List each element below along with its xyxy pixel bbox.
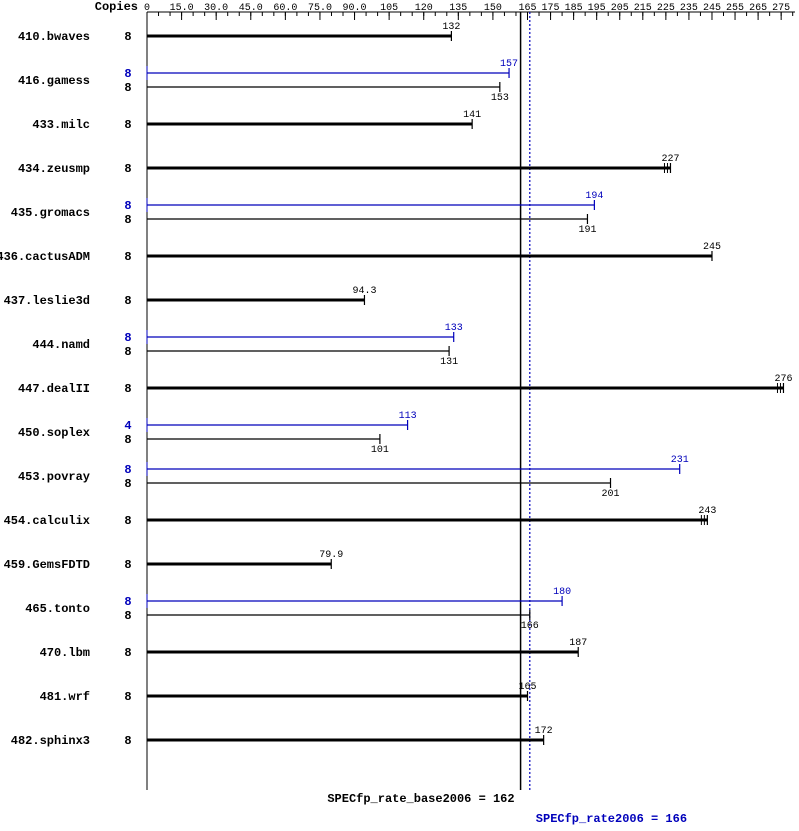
copies-value: 8 [124,382,131,396]
copies-value: 8 [124,331,131,345]
x-tick-label: 235 [680,3,698,14]
benchmark-label: 433.milc [32,118,90,132]
copies-value: 8 [124,514,131,528]
benchmark-label: 459.GemsFDTD [4,558,90,572]
x-tick-label: 215 [634,3,652,14]
benchmark-label: 482.sphinx3 [11,734,90,748]
benchmark-label: 437.leslie3d [4,294,90,308]
x-tick-label: 150 [484,3,502,14]
x-tick-label: 195 [588,3,606,14]
copies-value: 8 [124,734,131,748]
benchmark-label: 436.cactusADM [0,250,90,264]
benchmark-label: 465.tonto [25,602,90,616]
bar-value-label: 166 [521,621,539,632]
x-tick-label: 245 [703,3,721,14]
benchmark-label: 450.soplex [18,426,90,440]
copies-value: 8 [124,646,131,660]
benchmark-label: 416.gamess [18,74,90,88]
copies-value: 8 [124,250,131,264]
x-tick-label: 30.0 [204,3,228,14]
copies-value: 8 [124,433,131,447]
copies-value: 8 [124,199,131,213]
bar-value-label: 153 [491,93,509,104]
copies-value: 8 [124,162,131,176]
x-tick-label: 75.0 [308,3,332,14]
copies-value: 8 [124,345,131,359]
benchmark-label: 434.zeusmp [18,162,90,176]
x-tick-label: 175 [542,3,560,14]
x-tick-label: 45.0 [239,3,263,14]
bar-value-label: 227 [661,154,679,165]
x-tick-label: 15.0 [170,3,194,14]
bar-value-label: 191 [578,225,596,236]
benchmark-label: 444.namd [32,338,90,352]
bar-value-label: 133 [445,323,463,334]
x-tick-label: 120 [415,3,433,14]
copies-value: 8 [124,294,131,308]
benchmark-label: 453.povray [18,470,90,484]
x-tick-label: 90.0 [343,3,367,14]
benchmark-label: 470.lbm [40,646,90,660]
x-tick-label: 265 [749,3,767,14]
bar-value-label: 131 [440,357,458,368]
bar-value-label: 180 [553,587,571,598]
bar-value-label: 187 [569,638,587,649]
x-tick-label: 205 [611,3,629,14]
copies-value: 8 [124,30,131,44]
x-tick-label: 255 [726,3,744,14]
copies-value: 8 [124,595,131,609]
x-tick-label: 135 [449,3,467,14]
bar-value-label: 245 [703,242,721,253]
benchmark-label: 447.dealII [18,382,90,396]
bar-value-label: 132 [442,22,460,33]
reference-label: SPECfp_rate2006 = 166 [536,812,687,826]
x-tick-label: 225 [657,3,675,14]
copies-value: 8 [124,690,131,704]
bar-value-label: 113 [399,411,417,422]
bar-value-label: 243 [698,506,716,517]
copies-header: Copies [95,0,138,14]
bar-value-label: 165 [518,682,536,693]
copies-value: 8 [124,118,131,132]
benchmark-label: 481.wrf [40,690,90,704]
reference-label: SPECfp_rate_base2006 = 162 [327,792,514,806]
x-tick-label: 60.0 [273,3,297,14]
bar-value-label: 79.9 [319,550,343,561]
copies-value: 8 [124,477,131,491]
x-tick-label: 275 [772,3,790,14]
bar-value-label: 172 [535,726,553,737]
benchmark-label: 435.gromacs [11,206,90,220]
x-tick-label: 185 [565,3,583,14]
bar-value-label: 194 [585,191,603,202]
spec-rate-chart: 0 15.0 30.0 45.0 60.0 75.0 90.0 105 120 135 150 165… [0,0,799,831]
copies-value: 8 [124,81,131,95]
benchmark-label: 410.bwaves [18,30,90,44]
copies-value: 8 [124,67,131,81]
copies-value: 8 [124,558,131,572]
bar-value-label: 201 [602,489,620,500]
bar-value-label: 157 [500,59,518,70]
copies-value: 8 [124,463,131,477]
bar-value-label: 94.3 [352,286,376,297]
bar-value-label: 231 [671,455,689,466]
bar-value-label: 141 [463,110,481,121]
copies-value: 8 [124,213,131,227]
x-tick-label: 0 [144,3,150,14]
benchmark-label: 454.calculix [4,514,90,528]
bar-value-label: 101 [371,445,389,456]
x-tick-label: 105 [380,3,398,14]
copies-value: 4 [124,419,131,433]
bar-value-label: 276 [774,374,792,385]
copies-value: 8 [124,609,131,623]
